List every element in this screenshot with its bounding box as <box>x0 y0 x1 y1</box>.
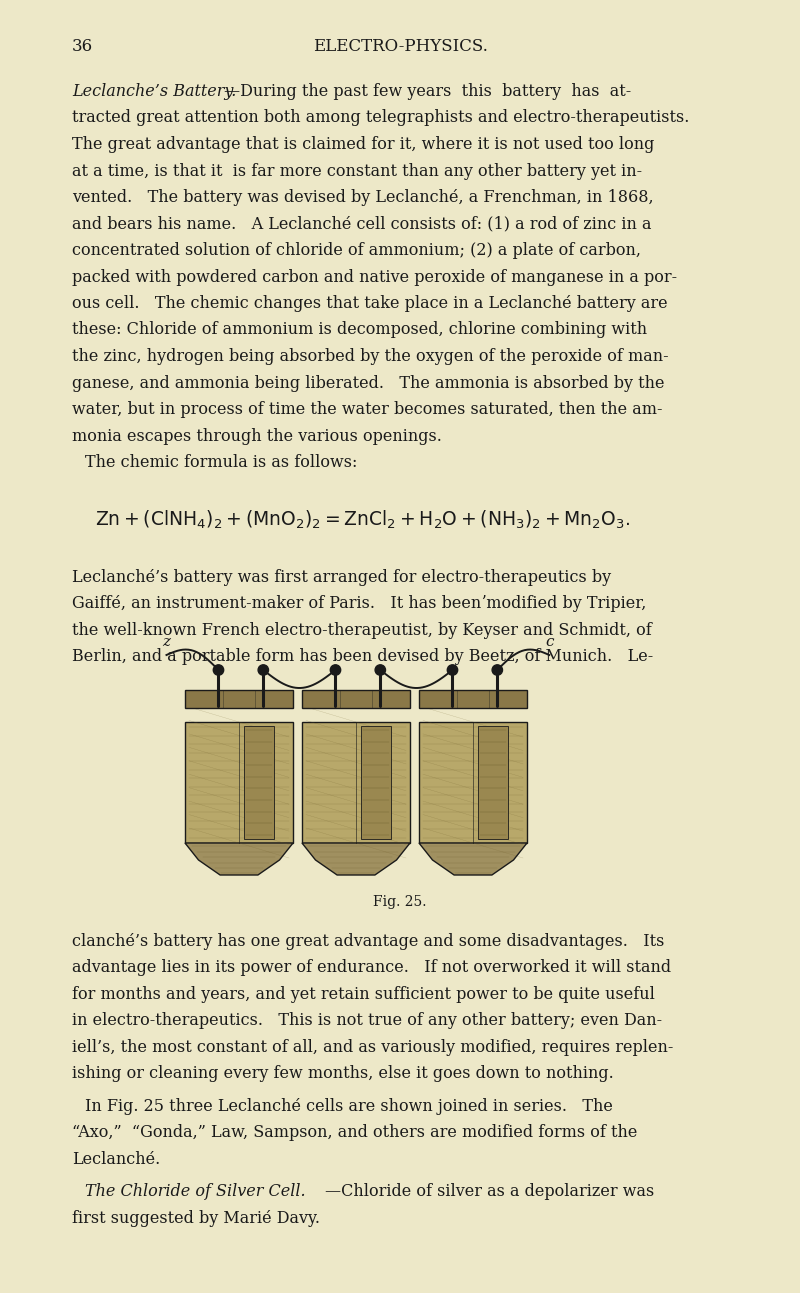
Text: Leclanche’s Battery.: Leclanche’s Battery. <box>72 83 236 100</box>
Circle shape <box>330 665 341 675</box>
Text: vented.   The battery was devised by Leclanché, a Frenchman, in 1868,: vented. The battery was devised by Lecla… <box>72 189 654 206</box>
Text: and bears his name.   A Leclanché cell consists of: (1) a rod of zinc in a: and bears his name. A Leclanché cell co… <box>72 216 651 233</box>
Text: —Chloride of silver as a depolarizer was: —Chloride of silver as a depolarizer was <box>325 1183 654 1200</box>
Text: iell’s, the most constant of all, and as variously modified, requires replen-: iell’s, the most constant of all, and as… <box>72 1040 674 1056</box>
Text: concentrated solution of chloride of ammonium; (2) a plate of carbon,: concentrated solution of chloride of amm… <box>72 242 641 259</box>
Text: The great advantage that is claimed for it, where it is not used too long: The great advantage that is claimed for … <box>72 136 654 153</box>
Text: in electro-therapeutics.   This is not true of any other battery; even Dan-: in electro-therapeutics. This is not tru… <box>72 1012 662 1029</box>
Text: In Fig. 25 three Leclanché cells are shown joined in series.   The: In Fig. 25 three Leclanché cells are sh… <box>85 1098 613 1115</box>
Text: clanché’s battery has one great advantage and some disadvantages.   Its: clanché’s battery has one great advanta… <box>72 934 664 950</box>
Text: for months and years, and yet retain sufficient power to be quite useful: for months and years, and yet retain suf… <box>72 987 655 1003</box>
Circle shape <box>214 665 224 675</box>
Text: at a time, is that it  is far more constant than any other battery yet in-: at a time, is that it is far more consta… <box>72 163 642 180</box>
Text: tracted great attention both among telegraphists and electro-therapeutists.: tracted great attention both among teleg… <box>72 110 690 127</box>
Polygon shape <box>419 690 527 709</box>
Text: c: c <box>545 635 554 649</box>
Text: z: z <box>162 635 170 649</box>
Polygon shape <box>185 690 293 709</box>
Polygon shape <box>302 843 410 875</box>
Polygon shape <box>185 721 293 843</box>
Text: first suggested by Marié Davy.: first suggested by Marié Davy. <box>72 1210 320 1227</box>
Circle shape <box>375 665 386 675</box>
Text: ganese, and ammonia being liberated.   The ammonia is absorbed by the: ganese, and ammonia being liberated. The… <box>72 375 665 392</box>
Text: these: Chloride of ammonium is decomposed, chlorine combining with: these: Chloride of ammonium is decompose… <box>72 322 647 339</box>
Text: The chemic formula is as follows:: The chemic formula is as follows: <box>85 454 358 471</box>
Polygon shape <box>302 690 410 709</box>
Circle shape <box>258 665 269 675</box>
Polygon shape <box>478 725 508 839</box>
Text: ous cell.   The chemic changes that take place in a Leclanché battery are: ous cell. The chemic changes that take p… <box>72 295 668 312</box>
Text: The Chloride of Silver Cell.: The Chloride of Silver Cell. <box>85 1183 306 1200</box>
Text: 36: 36 <box>72 37 93 56</box>
Polygon shape <box>244 725 274 839</box>
Text: Leclanché.: Leclanché. <box>72 1151 160 1168</box>
Text: water, but in process of time the water becomes saturated, then the am-: water, but in process of time the water … <box>72 401 662 418</box>
Text: $\mathrm{Zn + (ClNH_4)_2 + (MnO_2)_2 = ZnCl_2+ H_2O + (NH_3)_2 + Mn_2O_3.}$: $\mathrm{Zn + (ClNH_4)_2 + (MnO_2)_2 = Z… <box>95 509 630 531</box>
Circle shape <box>447 665 458 675</box>
Polygon shape <box>302 721 410 843</box>
Text: the zinc, hydrogen being absorbed by the oxygen of the peroxide of man-: the zinc, hydrogen being absorbed by the… <box>72 348 669 365</box>
Text: Gaiffé, an instrument-maker of Paris.   It has beenʼmodified by Tripier,: Gaiffé, an instrument-maker of Paris. I… <box>72 596 646 613</box>
Text: Berlin, and a portable form has been devised by Beetz, of Munich.   Le-: Berlin, and a portable form has been dev… <box>72 649 654 666</box>
Polygon shape <box>419 721 527 843</box>
Text: Leclanché’s battery was first arranged for electro-therapeutics by: Leclanché’s battery was first arranged … <box>72 569 611 586</box>
Text: the well-known French electro-therapeutist, by Keyser and Schmidt, of: the well-known French electro-therapeuti… <box>72 622 652 639</box>
Text: —During the past few years  this  battery  has  at-: —During the past few years this battery … <box>224 83 631 100</box>
Text: “Axo,”  “Gonda,” Law, Sampson, and others are modified forms of the: “Axo,” “Gonda,” Law, Sampson, and others… <box>72 1125 638 1142</box>
Text: monia escapes through the various openings.: monia escapes through the various openin… <box>72 428 442 445</box>
Text: ishing or cleaning every few months, else it goes down to nothing.: ishing or cleaning every few months, els… <box>72 1065 614 1082</box>
Text: ELECTRO-PHYSICS.: ELECTRO-PHYSICS. <box>313 37 487 56</box>
Polygon shape <box>419 843 527 875</box>
Text: Fig. 25.: Fig. 25. <box>374 895 426 909</box>
Text: packed with powdered carbon and native peroxide of manganese in a por-: packed with powdered carbon and native p… <box>72 269 677 286</box>
Polygon shape <box>185 843 293 875</box>
Polygon shape <box>361 725 390 839</box>
Circle shape <box>492 665 502 675</box>
Text: advantage lies in its power of endurance.   If not overworked it will stand: advantage lies in its power of endurance… <box>72 959 671 976</box>
